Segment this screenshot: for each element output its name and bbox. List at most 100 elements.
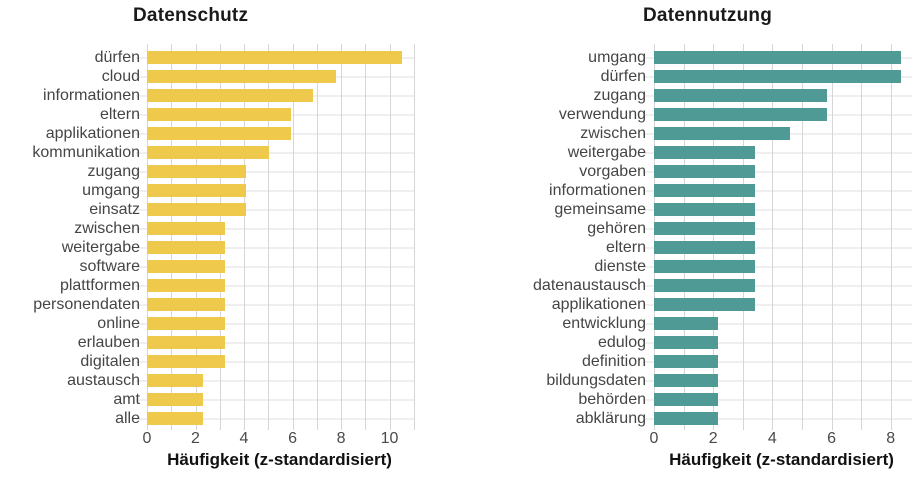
bar-alle: [147, 411, 203, 426]
gridline-horizontal: [643, 303, 912, 306]
gridline-vertical: [244, 44, 245, 430]
x-tick-label-4: 4: [239, 430, 249, 447]
category-label-vorgaben: vorgaben: [579, 162, 646, 180]
gridline-vertical: [195, 44, 197, 430]
gridline-vertical: [683, 44, 685, 430]
gridline-horizontal: [136, 227, 415, 230]
bar-zugang: [654, 88, 828, 103]
category-label-zwischen: zwischen: [74, 219, 140, 237]
gridline-horizontal: [136, 360, 415, 363]
gridline-horizontal: [643, 208, 912, 211]
bar-weitergabe: [147, 240, 225, 255]
bar-dienste: [654, 259, 755, 274]
gridline-horizontal: [136, 265, 415, 268]
bar-applikationen: [654, 297, 755, 312]
plot-panel: [643, 44, 912, 430]
bar-bildungsdaten: [654, 373, 718, 388]
bar-cloud: [147, 69, 337, 84]
gridline-vertical: [831, 44, 833, 430]
category-label-eltern: eltern: [99, 105, 140, 123]
gridline-vertical: [341, 44, 343, 430]
category-label-cloud: cloud: [101, 67, 140, 85]
gridline-horizontal: [643, 246, 912, 249]
gridline-vertical: [219, 44, 221, 430]
category-label-eltern: eltern: [605, 238, 646, 256]
category-label-datenaustausch: datenaustausch: [533, 276, 646, 294]
x-axis-title: Häufigkeit (z-standardisiert): [167, 450, 392, 469]
gridline-horizontal: [643, 417, 912, 420]
bar-behörden: [654, 392, 718, 407]
category-label-umgang: umgang: [588, 48, 646, 66]
category-label-applikationen: applikationen: [551, 295, 646, 313]
bar-amt: [147, 392, 203, 407]
gridline-vertical: [389, 44, 391, 430]
bar-applikationen: [147, 126, 292, 141]
category-label-verwendung: verwendung: [558, 105, 646, 123]
category-label-applikationen: applikationen: [45, 124, 140, 142]
gridline-horizontal: [643, 265, 912, 268]
bar-abklärung: [654, 411, 718, 426]
category-label-zugang: zugang: [593, 86, 647, 104]
category-label-amt: amt: [113, 390, 140, 408]
gridline-horizontal: [136, 379, 415, 382]
gridline-vertical: [365, 44, 367, 430]
category-label-behörden: behörden: [578, 390, 646, 408]
gridline-horizontal: [136, 322, 415, 325]
category-label-zugang: zugang: [87, 162, 141, 180]
gridline-horizontal: [643, 360, 912, 363]
x-tick-label-2: 2: [191, 430, 200, 447]
bar-einsatz: [147, 202, 247, 217]
bar-zwischen: [147, 221, 225, 236]
chart-datennutzung: Datennutzung umgang dürfen zugang verwendun…: [460, 0, 920, 478]
category-label-alle: alle: [115, 409, 140, 427]
gridline-horizontal: [643, 379, 912, 382]
chart-title: Datenschutz: [133, 5, 249, 26]
category-label-zwischen: zwischen: [580, 124, 646, 142]
category-label-gehören: gehören: [587, 219, 646, 237]
bar-personendaten: [147, 297, 225, 312]
category-label-informationen: informationen: [43, 86, 140, 104]
category-label-plattformen: plattformen: [59, 276, 140, 294]
gridline-vertical: [861, 44, 863, 430]
gridline-vertical: [742, 44, 744, 430]
category-label-dürfen: dürfen: [94, 48, 140, 66]
bar-umgang: [654, 50, 902, 65]
category-label-einsatz: einsatz: [89, 200, 140, 218]
bar-eltern: [147, 107, 292, 122]
gridline-horizontal: [136, 303, 415, 306]
category-label-software: software: [79, 257, 140, 275]
x-tick-label-6: 6: [827, 430, 836, 447]
x-tick-label-8: 8: [336, 430, 346, 447]
bar-dürfen: [654, 69, 902, 84]
category-label-erlauben: erlauben: [77, 333, 140, 351]
bar-verwendung: [654, 107, 828, 122]
x-tick-label-2: 2: [708, 430, 718, 447]
gridline-horizontal: [136, 170, 415, 173]
bar-eltern: [654, 240, 755, 255]
gridline-horizontal: [643, 170, 912, 173]
gridline-vertical: [654, 44, 655, 430]
bar-zugang: [147, 164, 247, 179]
chart-datenschutz: Datenschutz dürfen cloud informationen elte…: [32, 5, 415, 469]
gridline-vertical: [713, 44, 715, 430]
gridline-horizontal: [643, 284, 912, 287]
category-label-weitergabe: weitergabe: [567, 143, 646, 161]
category-label-informationen: informationen: [549, 181, 646, 199]
x-tick-label-4: 4: [767, 430, 777, 447]
category-label-austausch: austausch: [67, 371, 140, 389]
chart-title: Datennutzung: [643, 5, 773, 26]
category-label-digitalen: digitalen: [80, 352, 140, 370]
bar-weitergabe: [654, 145, 755, 160]
category-label-bildungsdaten: bildungsdaten: [546, 371, 646, 389]
bar-plattformen: [147, 278, 225, 293]
gridline-horizontal: [136, 398, 415, 401]
gridline-vertical: [890, 44, 892, 430]
x-tick-label-0: 0: [649, 430, 659, 447]
category-label-personendaten: personendaten: [33, 295, 140, 313]
gridline-horizontal: [136, 246, 415, 249]
gridline-horizontal: [136, 189, 415, 192]
category-label-edulog: edulog: [597, 333, 646, 351]
bar-zwischen: [654, 126, 791, 141]
category-label-dürfen: dürfen: [600, 67, 646, 85]
